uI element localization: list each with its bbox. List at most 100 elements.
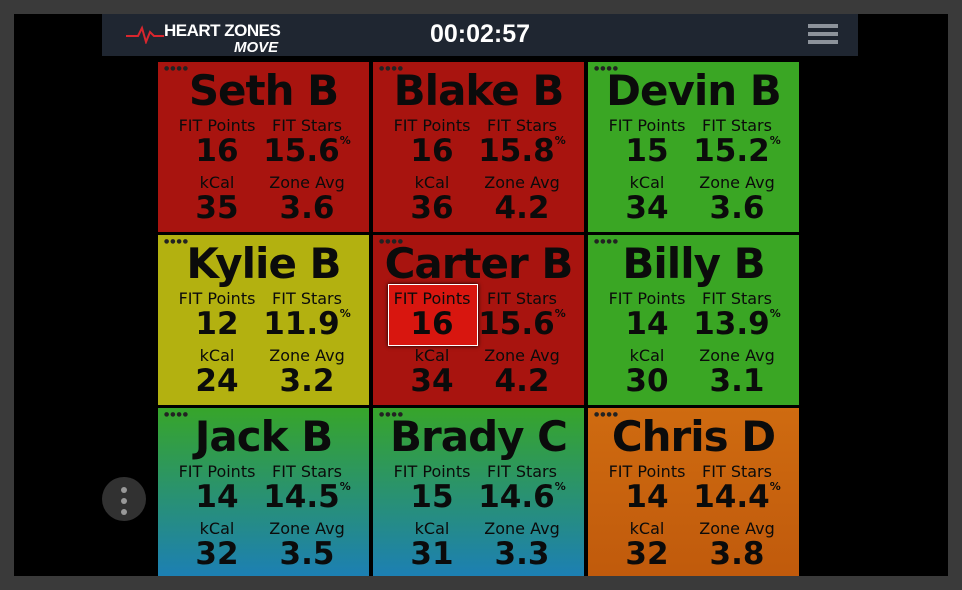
signal-icon: ●●●● <box>164 411 189 418</box>
value: 11.9 <box>263 306 340 342</box>
unit: % <box>769 306 781 320</box>
label: kCal <box>629 173 665 192</box>
value: 4.2 <box>494 363 550 399</box>
label: Zone Avg <box>484 346 560 365</box>
player-tile[interactable]: ●●●● Kylie B FIT Points FIT Stars 12 11.9% kCa… <box>158 235 369 405</box>
unit: % <box>339 479 351 493</box>
unit: % <box>554 479 566 493</box>
value-wrap: 14.4% <box>682 479 792 515</box>
value: 3.6 <box>279 190 335 226</box>
options-button[interactable] <box>102 477 146 521</box>
value-wrap: 15.2% <box>682 133 792 169</box>
label: Zone Avg <box>269 173 345 192</box>
value: 12 <box>195 306 239 342</box>
value-wrap: 15.6% <box>252 133 362 169</box>
value: 32 <box>195 536 239 572</box>
label: Zone Avg <box>269 346 345 365</box>
value: 24 <box>195 363 239 399</box>
signal-icon: ●●●● <box>164 65 189 72</box>
label: kCal <box>629 519 665 538</box>
label: Zone Avg <box>699 346 775 365</box>
player-tile[interactable]: ●●●● Brady C FIT Points FIT Stars 15 14.6% kCa… <box>373 408 584 576</box>
value-wrap: 14.6% <box>467 479 577 515</box>
player-name: Kylie B <box>186 239 341 288</box>
value: 4.2 <box>494 190 550 226</box>
signal-icon: ●●●● <box>164 238 189 245</box>
selected-highlight <box>388 284 478 346</box>
label: FIT Stars <box>487 116 557 135</box>
value: 14 <box>625 306 669 342</box>
value: 3.1 <box>709 363 765 399</box>
value: 14.4 <box>693 479 770 515</box>
value: 14.6 <box>478 479 555 515</box>
player-name: Billy B <box>622 239 765 288</box>
label: Zone Avg <box>484 173 560 192</box>
player-name: Brady C <box>390 412 568 461</box>
unit: % <box>554 306 566 320</box>
value: 30 <box>625 363 669 399</box>
signal-icon: ●●●● <box>594 411 619 418</box>
label: FIT Stars <box>272 116 342 135</box>
unit: % <box>554 133 566 147</box>
header: HEART ZONES MOVE 00:02:57 <box>102 14 858 56</box>
label: FIT Stars <box>487 462 557 481</box>
value: 15 <box>410 479 454 515</box>
label: FIT Points <box>608 462 686 481</box>
player-tile[interactable]: ●●●● Devin B FIT Points FIT Stars 15 15.2% kCa… <box>588 62 799 232</box>
signal-icon: ●●●● <box>594 65 619 72</box>
value: 15.8 <box>478 133 555 169</box>
value: 14 <box>625 479 669 515</box>
label: kCal <box>414 173 450 192</box>
value: 14.5 <box>263 479 340 515</box>
value-wrap: 11.9% <box>252 306 362 342</box>
value: 31 <box>410 536 454 572</box>
label: FIT Stars <box>272 462 342 481</box>
value: 34 <box>625 190 669 226</box>
player-tile[interactable]: ●●●● Seth B FIT Points FIT Stars 16 15.6% kCal… <box>158 62 369 232</box>
value: 16 <box>195 133 239 169</box>
value: 15.6 <box>263 133 340 169</box>
label: kCal <box>629 346 665 365</box>
value: 15.6 <box>478 306 555 342</box>
player-tile[interactable]: ●●●● Chris D FIT Points FIT Stars 14 14.4% kCa… <box>588 408 799 576</box>
value: 16 <box>410 306 454 342</box>
value-wrap: 15.8% <box>467 133 577 169</box>
value: 15.2 <box>693 133 770 169</box>
value: 3.5 <box>279 536 335 572</box>
value-wrap: 14.5% <box>252 479 362 515</box>
label: Zone Avg <box>269 519 345 538</box>
value: 15 <box>625 133 669 169</box>
player-tile[interactable]: ●●●● Billy B FIT Points FIT Stars 14 13.9% kCa… <box>588 235 799 405</box>
value: 3.3 <box>494 536 550 572</box>
unit: % <box>769 133 781 147</box>
label: Zone Avg <box>484 519 560 538</box>
brand: HEART ZONES <box>164 21 281 40</box>
label: kCal <box>199 346 235 365</box>
label: FIT Stars <box>272 289 342 308</box>
label: kCal <box>414 519 450 538</box>
label: Zone Avg <box>699 519 775 538</box>
label: FIT Points <box>393 289 471 308</box>
player-name: Seth B <box>188 66 339 115</box>
player-tile[interactable]: ●●●● Jack B FIT Points FIT Stars 14 14.5% kCal… <box>158 408 369 576</box>
label: FIT Stars <box>702 116 772 135</box>
value: 14 <box>195 479 239 515</box>
signal-icon: ●●●● <box>594 238 619 245</box>
unit: % <box>339 133 351 147</box>
player-name: Jack B <box>194 412 333 461</box>
menu-button[interactable] <box>808 24 838 48</box>
player-tile[interactable]: ●●●● Blake B FIT Points FIT Stars 16 15.8% kCa… <box>373 62 584 232</box>
label: FIT Stars <box>487 289 557 308</box>
player-name: Devin B <box>606 66 782 115</box>
label: FIT Points <box>393 462 471 481</box>
label: FIT Stars <box>702 462 772 481</box>
unit: % <box>769 479 781 493</box>
label: FIT Points <box>608 116 686 135</box>
value-wrap: 13.9% <box>682 306 792 342</box>
label: FIT Stars <box>702 289 772 308</box>
player-tile[interactable]: ●●●● Carter B FIT Points FIT Stars 16 15.6% kC… <box>373 235 584 405</box>
screen: HEART ZONES MOVE 00:02:57 ●●●● Seth B FIT … <box>14 14 948 576</box>
value: 3.6 <box>709 190 765 226</box>
label: FIT Points <box>178 462 256 481</box>
